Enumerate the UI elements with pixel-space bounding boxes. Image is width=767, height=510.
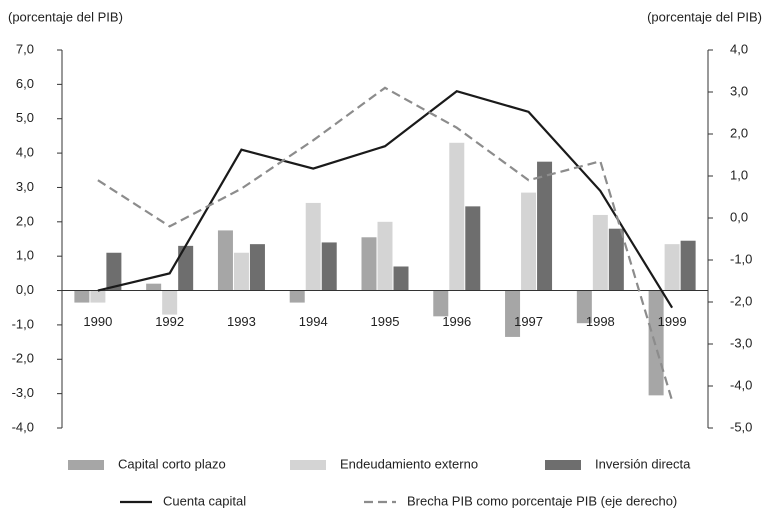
y-tick-label: 5,0 (16, 110, 34, 125)
bar (608, 228, 624, 291)
bar (74, 290, 90, 303)
y-tick-label: 0,0 (16, 282, 34, 297)
bar (90, 290, 106, 303)
y2-tick-label: 4,0 (730, 41, 748, 56)
bar (217, 230, 233, 291)
legend-label: Endeudamiento externo (340, 456, 478, 471)
y2-tick-label: -5,0 (730, 419, 752, 434)
x-tick-label: 1994 (299, 314, 328, 329)
bar (249, 244, 265, 291)
legend-label: Brecha PIB como porcentaje PIB (eje dere… (407, 493, 677, 508)
x-tick-label: 1997 (514, 314, 543, 329)
y-tick-label: -4,0 (12, 419, 34, 434)
legend-label: Inversión directa (595, 456, 691, 471)
line-series (97, 86, 674, 402)
bar (505, 290, 521, 337)
bar (178, 245, 194, 291)
bar (162, 290, 178, 315)
y-tick-label: 2,0 (16, 213, 34, 228)
y-tick-label: -3,0 (12, 385, 34, 400)
bar (321, 242, 337, 291)
x-tick-label: 1998 (586, 314, 615, 329)
x-tick-label: 1990 (83, 314, 112, 329)
x-tick-label: 1995 (371, 314, 400, 329)
y2-tick-label: -3,0 (730, 335, 752, 350)
y2-tick-label: -4,0 (730, 377, 752, 392)
y-tick-label: 4,0 (16, 145, 34, 160)
bar (433, 290, 449, 317)
line-series (97, 90, 674, 309)
y2-tick-label: 2,0 (730, 125, 748, 140)
bar (106, 252, 122, 291)
bar (537, 161, 553, 291)
x-tick-label: 1993 (227, 314, 256, 329)
bar (289, 290, 305, 303)
y2-tick-label: -1,0 (730, 251, 752, 266)
y-tick-label: 6,0 (16, 76, 34, 91)
x-tick-label: 1999 (658, 314, 687, 329)
bar (146, 283, 162, 291)
y-tick-label: 3,0 (16, 179, 34, 194)
bar (233, 252, 249, 291)
legend-swatch (545, 460, 581, 470)
bar (465, 206, 481, 291)
x-tick-label: 1992 (155, 314, 184, 329)
y2-tick-label: 1,0 (730, 167, 748, 182)
x-tick-label: 1996 (442, 314, 471, 329)
bar (361, 237, 377, 291)
legend-label: Capital corto plazo (118, 456, 226, 471)
y-tick-label: -1,0 (12, 316, 34, 331)
y-tick-label: 7,0 (16, 41, 34, 56)
bar (648, 290, 664, 396)
y2-tick-label: -2,0 (730, 293, 752, 308)
bar (592, 214, 608, 291)
y2-tick-label: 0,0 (730, 209, 748, 224)
y2-axis-label: (porcentaje del PIB) (647, 9, 762, 24)
bar (521, 192, 537, 291)
bar (377, 221, 393, 291)
y-tick-label: -2,0 (12, 351, 34, 366)
y-axis-label: (porcentaje del PIB) (8, 9, 123, 24)
bar (680, 240, 696, 291)
legend-swatch (290, 460, 326, 470)
legend-swatch (68, 460, 104, 470)
legend-label: Cuenta capital (163, 493, 246, 508)
y-tick-label: 1,0 (16, 248, 34, 263)
bar (664, 244, 680, 291)
bar (449, 142, 465, 291)
bar (576, 290, 592, 324)
bar (393, 266, 409, 291)
bar (305, 202, 321, 291)
y2-tick-label: 3,0 (730, 83, 748, 98)
